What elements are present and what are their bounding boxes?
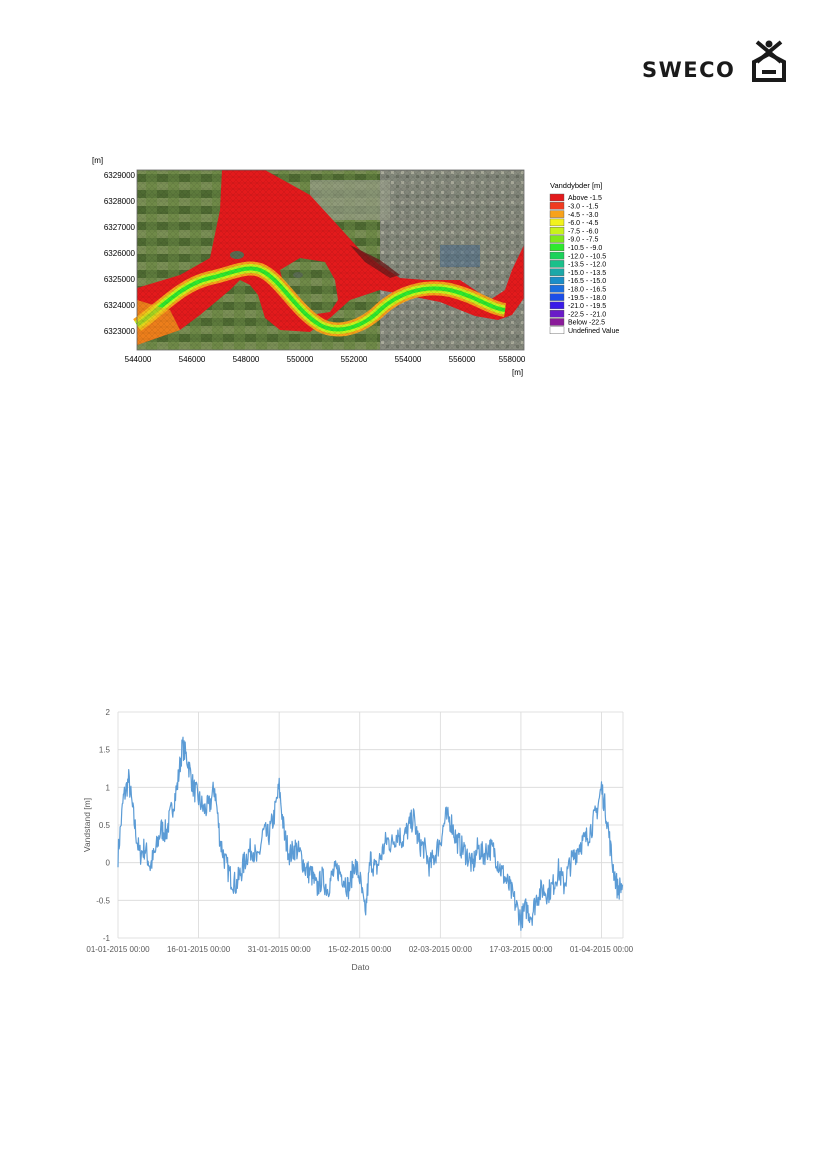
y-tick-label: 2 [106,708,111,717]
bathymetry-map-figure: [m] 6329000 6328000 6327000 6326000 6325… [80,150,640,385]
y-tick-label: 1.5 [99,746,111,755]
legend-swatch [549,202,565,210]
legend-label: Above -1.5 [568,195,602,202]
x-tick-label: 02-03-2015 00:00 [409,945,473,954]
y-tick-label: 0 [106,859,111,868]
map-y-tick: 6323000 [104,327,136,336]
map-x-tick: 544000 [125,355,152,364]
legend-label: Below -22.5 [568,320,605,327]
water-level-chart: 2 1.5 1 0.5 0 -0.5 -1 01-01-2015 00:00 16-01-201… [78,700,638,980]
map-y-tick: 6325000 [104,275,136,284]
map-x-tick: 548000 [233,355,260,364]
x-tick-label: 01-04-2015 00:00 [570,945,634,954]
legend-label: -15.0 - -13.5 [568,270,606,277]
legend-label: -18.0 - -16.5 [568,287,606,294]
map-y-unit: [m] [92,156,103,165]
map-legend: Vanddybder [m] Above -1.5 -3.0 - -1.5-4.5… [549,181,619,335]
legend-swatch [549,218,565,227]
legend-label: -12.0 - -10.5 [568,253,606,260]
legend-swatch [549,226,565,235]
logo-text: SWECO [642,58,736,82]
x-tick-label: 31-01-2015 00:00 [248,945,312,954]
map-x-tick: 554000 [395,355,422,364]
map-x-unit: [m] [512,368,523,377]
y-tick-label: 1 [106,783,111,792]
legend-title: Vanddybder [m] [550,181,602,190]
legend-label: -22.5 - -21.0 [568,311,606,318]
legend-swatch [549,309,565,318]
legend-label: -3.0 - -1.5 [568,204,598,211]
x-tick-label: 01-01-2015 00:00 [86,945,150,954]
legend-swatch [549,210,565,218]
map-y-tick: 6327000 [104,223,136,232]
map-y-tick: 6326000 [104,249,136,258]
map-x-tick: 546000 [179,355,206,364]
legend-swatch [549,251,565,260]
line-chart-svg: 2 1.5 1 0.5 0 -0.5 -1 01-01-2015 00:00 16-01-201… [82,708,634,972]
map-x-tick: 550000 [287,355,314,364]
legend-label: -21.0 - -19.5 [568,303,606,310]
legend-swatch [549,193,565,202]
bathymetry-map: [m] 6329000 6328000 6327000 6326000 6325… [92,156,619,377]
y-axis-title: Vandstand [m] [82,798,92,852]
y-tick-label: 0.5 [99,821,111,830]
map-x-tick: 558000 [499,355,526,364]
legend-swatch [549,243,565,252]
legend-swatch [549,301,565,310]
legend-label: -16.5 - -15.0 [568,278,606,285]
map-x-tick: 552000 [341,355,368,364]
map-x-tick: 556000 [449,355,476,364]
legend-swatch [549,285,565,293]
legend-swatch [549,276,565,285]
x-tick-label: 16-01-2015 00:00 [167,945,231,954]
legend-label: -6.0 - -4.5 [568,220,598,227]
legend-label: -10.5 - -9.0 [568,245,602,252]
legend-swatch [549,260,565,268]
water-depth-mesh [133,170,524,350]
x-tick-label: 15-02-2015 00:00 [328,945,392,954]
x-tick-label: 17-03-2015 00:00 [489,945,553,954]
legend-label: Undefined Value [568,328,619,335]
y-tick-label: -0.5 [96,896,110,905]
legend-swatch [549,318,565,326]
map-y-tick: 6328000 [104,197,136,206]
legend-label: -9.0 - -7.5 [568,237,598,244]
sweco-logo: SWECO [640,38,790,84]
map-y-tick: 6329000 [104,171,136,180]
series-line [117,736,624,931]
sweco-emblem-icon [752,40,786,82]
legend-swatch [549,326,565,335]
legend-label: -19.5 - -18.0 [568,295,606,302]
y-tick-label: -1 [103,934,111,943]
map-y-tick: 6324000 [104,301,136,310]
legend-swatch [549,293,565,301]
legend-label: -4.5 - -3.0 [568,212,598,219]
legend-label: -7.5 - -6.0 [568,228,598,235]
x-axis-title: Dato [352,962,370,972]
legend-label: -13.5 - -12.0 [568,262,606,269]
legend-swatch [549,268,565,276]
legend-swatch [549,235,565,243]
